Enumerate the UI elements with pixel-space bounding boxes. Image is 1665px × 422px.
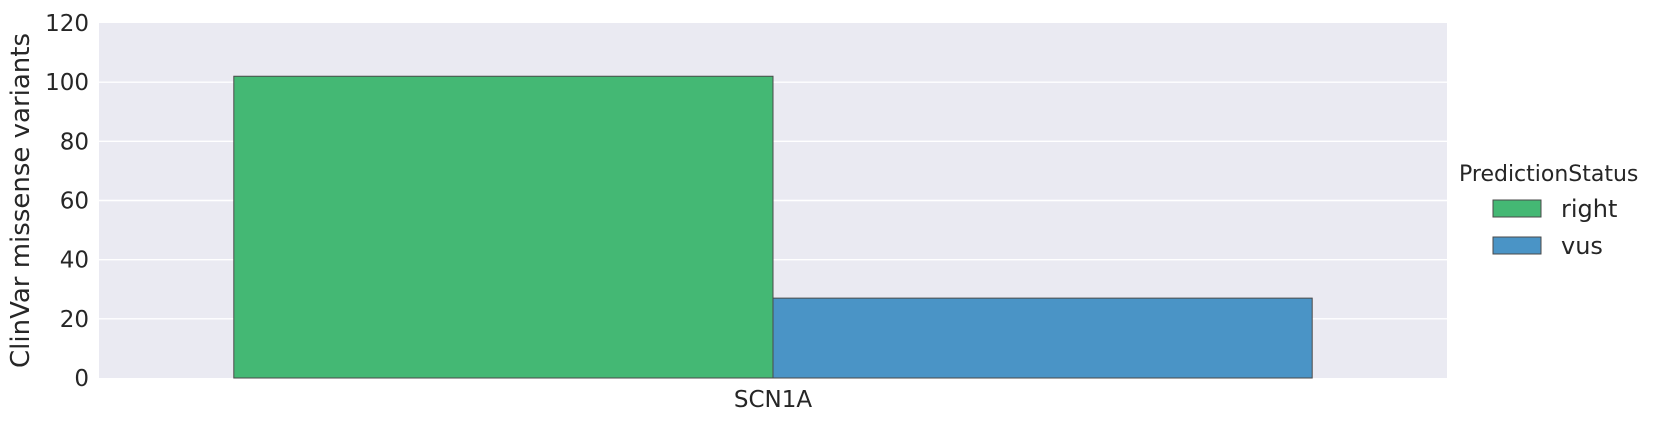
y-tick-label: 60 bbox=[60, 189, 89, 215]
y-axis-label: ClinVar missense variants bbox=[6, 33, 36, 368]
legend-title: PredictionStatus bbox=[1459, 162, 1638, 187]
legend-swatch-vus bbox=[1492, 236, 1542, 255]
y-tick-label: 20 bbox=[60, 307, 89, 333]
y-tick-label: 100 bbox=[45, 70, 89, 96]
y-tick-label: 0 bbox=[74, 366, 89, 392]
legend-label-right: right bbox=[1561, 195, 1617, 223]
x-axis-ticks: SCN1A bbox=[734, 387, 812, 413]
legend-swatch-right bbox=[1492, 199, 1542, 218]
y-axis-ticks: 0 20 40 60 80 100 120 bbox=[45, 11, 89, 392]
legend-label-vus: vus bbox=[1561, 232, 1603, 260]
y-tick-label: 120 bbox=[45, 11, 89, 37]
bar-right bbox=[233, 75, 774, 379]
y-tick-label: 40 bbox=[60, 248, 89, 274]
bars bbox=[233, 75, 1313, 379]
legend: PredictionStatus right vus bbox=[1459, 162, 1638, 260]
y-tick-label: 80 bbox=[60, 129, 89, 155]
x-tick-label: SCN1A bbox=[734, 387, 812, 413]
bar-vus bbox=[772, 297, 1313, 379]
